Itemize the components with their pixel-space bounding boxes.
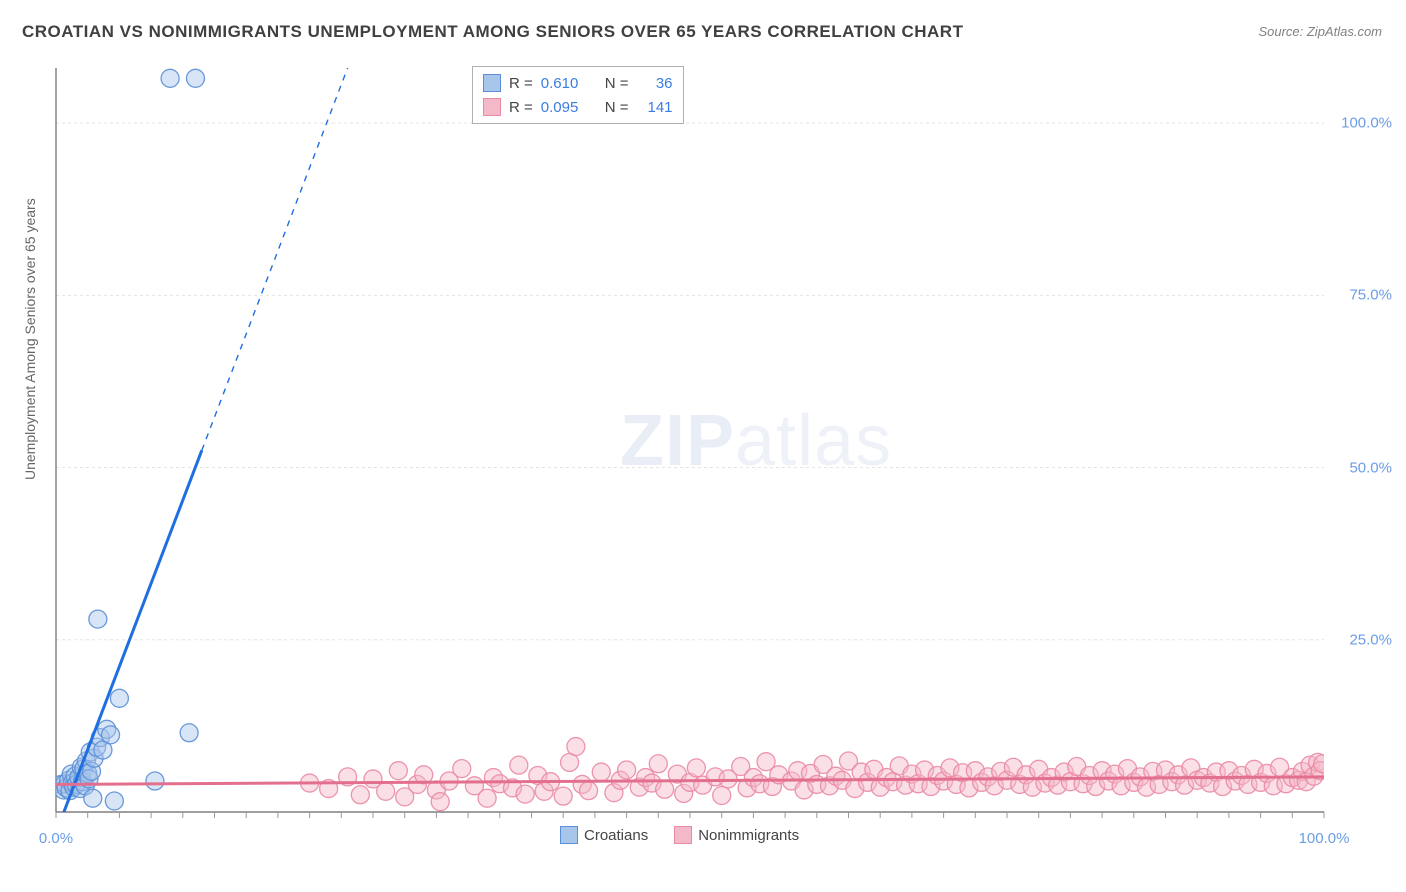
x-tick-label: 0.0% <box>39 830 73 847</box>
legend-row: R = 0.095 N = 141 <box>483 95 673 119</box>
correlation-legend: R = 0.610 N = 36 R = 0.095 N = 141 <box>472 66 684 124</box>
series-legend-item: Nonimmigrants <box>674 826 799 844</box>
legend-row: R = 0.610 N = 36 <box>483 71 673 95</box>
legend-r-value: 0.610 <box>541 75 597 92</box>
source-label: Source: ZipAtlas.com <box>1258 24 1382 39</box>
x-tick-label: 100.0% <box>1299 830 1350 847</box>
series-label: Nonimmigrants <box>698 827 799 844</box>
legend-swatch <box>674 826 692 844</box>
y-tick-label: 100.0% <box>1341 115 1392 132</box>
scatter-plot <box>50 62 1380 832</box>
legend-swatch <box>483 98 501 116</box>
y-tick-label: 50.0% <box>1349 459 1392 476</box>
y-tick-label: 25.0% <box>1349 631 1392 648</box>
page-title: CROATIAN VS NONIMMIGRANTS UNEMPLOYMENT A… <box>22 22 963 42</box>
legend-n-label: N = <box>605 99 629 116</box>
y-axis-label: Unemployment Among Seniors over 65 years <box>22 198 38 480</box>
legend-r-value: 0.095 <box>541 99 597 116</box>
legend-n-value: 141 <box>637 99 673 116</box>
y-tick-label: 75.0% <box>1349 287 1392 304</box>
legend-swatch <box>560 826 578 844</box>
legend-n-value: 36 <box>637 75 673 92</box>
legend-r-label: R = <box>509 75 533 92</box>
legend-swatch <box>483 74 501 92</box>
series-legend-item: Croatians <box>560 826 648 844</box>
series-label: Croatians <box>584 827 648 844</box>
series-legend: Croatians Nonimmigrants <box>560 826 799 844</box>
legend-r-label: R = <box>509 99 533 116</box>
legend-n-label: N = <box>605 75 629 92</box>
